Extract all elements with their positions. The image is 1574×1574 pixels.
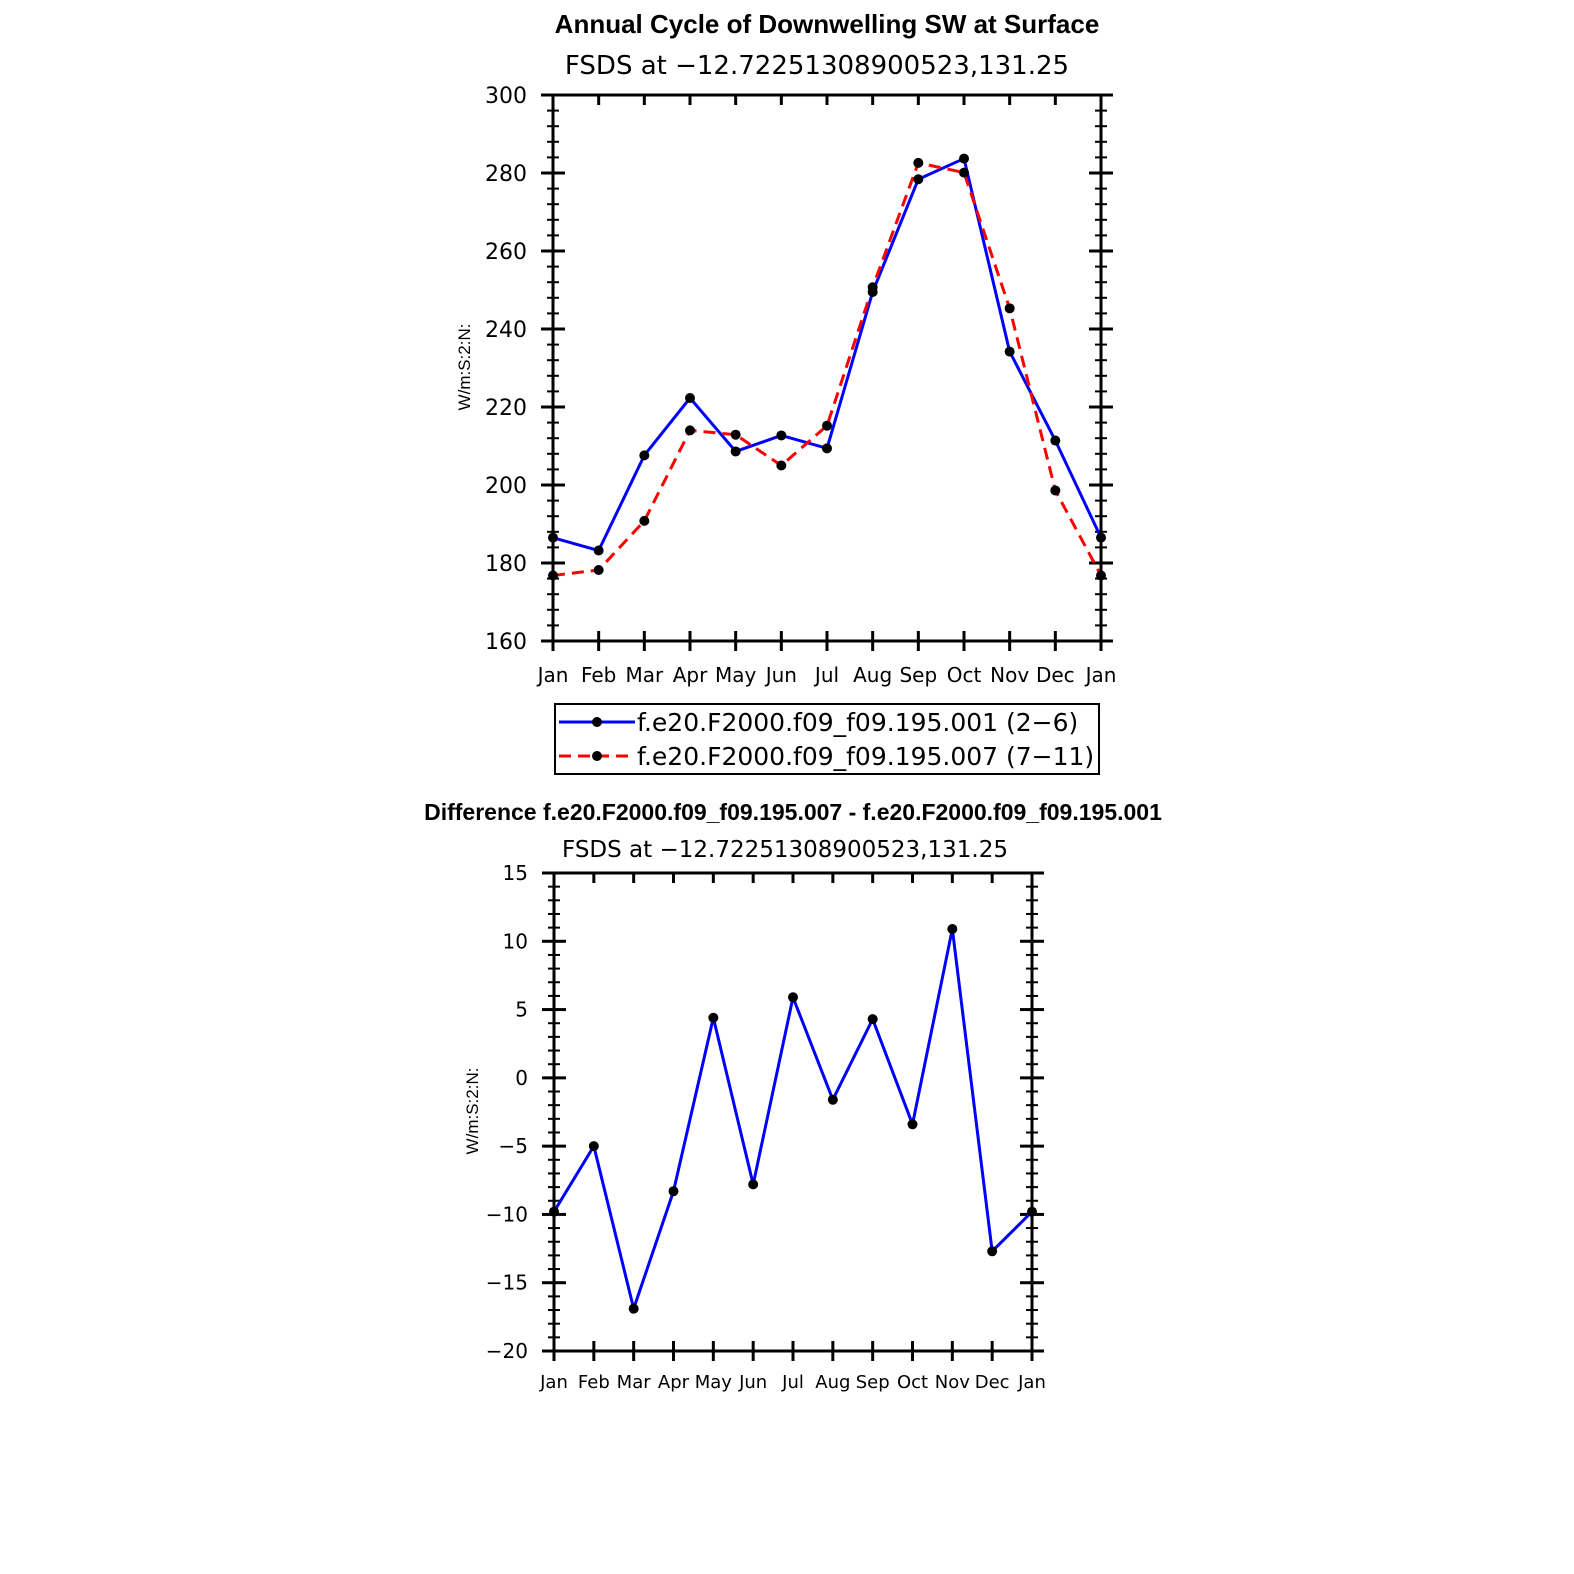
x-tick-label: Oct [947,663,982,687]
y-tick-label: 200 [485,474,527,499]
x-tick-label: Jan [1084,663,1117,687]
data-point-series-2 [593,565,604,576]
plot-frame [552,871,1034,1353]
x-tick-label: May [715,663,757,687]
legend-marker-series-1 [592,717,602,727]
y-tick-label: 0 [515,1066,528,1090]
data-point-series-2 [959,167,969,178]
x-tick-label: Jun [764,663,797,687]
y-tick-label: 15 [503,861,528,885]
x-tick-label: Nov [990,663,1029,687]
data-point-series-1 [822,443,832,454]
x-tick-label: May [695,1372,733,1393]
y-tick-label: −5 [499,1134,528,1158]
x-tick-label: Dec [975,1372,1010,1393]
y-tick-label: 280 [485,162,527,187]
chart-subtitle: FSDS at −12.72251308900523,131.25 [565,51,1069,81]
y-tick-label: −20 [486,1339,528,1363]
y-tick-label: 220 [485,396,527,421]
data-point-series-1 [913,174,924,185]
data-point-series-1 [987,1246,998,1257]
x-tick-label: Feb [578,1372,610,1393]
y-tick-label: 260 [485,240,527,265]
y-tick-label: 160 [485,630,527,655]
legend-marker-series-2 [592,751,602,761]
chart-subtitle: FSDS at −12.72251308900523,131.25 [562,837,1008,863]
y-tick-label: 300 [485,84,527,109]
data-point-series-1 [748,1179,759,1190]
series-layer [549,923,1037,1314]
y-tick-label: 10 [503,929,528,953]
legend: f.e20.F2000.f09_f09.195.001 (2−6) f.e20.… [554,703,1100,775]
x-tick-label: Jan [539,1372,568,1393]
data-point-series-2 [685,425,695,436]
x-tick-label: Oct [897,1372,928,1393]
x-tick-label: Mar [625,663,664,687]
y-axis-label: W/m:S:2:N: [463,1068,482,1155]
data-point-series-1 [827,1094,838,1105]
series-line-1 [552,157,1103,553]
data-point-series-1 [959,153,969,164]
y-axis-label: W/m:S:2:N: [455,324,474,411]
x-tick-label: Sep [899,663,937,687]
series-layer [548,153,1106,581]
data-point-series-1 [708,1012,719,1023]
y-tick-label: 180 [485,552,527,577]
x-tick-label: Jul [813,663,839,687]
data-point-series-2 [1004,303,1015,314]
plot-frame [551,93,1103,643]
legend-frame [554,703,1100,775]
data-point-series-1 [588,1141,599,1152]
legend-label-series-1: f.e20.F2000.f09_f09.195.001 (2−6) [637,708,1078,737]
data-point-series-1 [593,545,604,556]
y-tick-label: 5 [515,998,528,1022]
x-tick-label: Aug [815,1372,850,1393]
x-tick-label: Jul [781,1372,804,1393]
x-tick-label: Jan [536,663,569,687]
x-tick-label: Jun [738,1372,767,1393]
data-point-series-2 [776,460,787,471]
data-point-series-1 [947,923,958,934]
data-point-series-1 [788,992,798,1003]
data-point-series-2 [730,429,741,440]
x-tick-label: Dec [1036,663,1075,687]
chart-title: Annual Cycle of Downwelling SW at Surfac… [555,9,1100,39]
annual-cycle-chart: Annual Cycle of Downwelling SW at Surfac… [455,9,1116,775]
data-point-series-1 [1004,346,1015,357]
data-point-series-2 [1050,485,1061,496]
y-tick-label: 240 [485,318,527,343]
y-tick-label: −10 [486,1202,528,1226]
y-tick-label: −15 [486,1271,528,1295]
data-point-series-1 [639,450,650,461]
data-point-series-1 [685,393,695,404]
x-tick-label: Apr [673,663,708,687]
chart-title: Difference f.e20.F2000.f09_f09.195.007 -… [424,799,1162,825]
legend-label-series-2: f.e20.F2000.f09_f09.195.007 (7−11) [637,742,1094,771]
x-tick-label: Apr [658,1372,690,1393]
axis-ticks: Jan Feb Mar Apr May Jun Jul Aug Sep Oct Nov Dec Jan 1… [485,84,1116,687]
series-line-1 [552,927,1034,1311]
difference-chart: Difference f.e20.F2000.f09_f09.195.007 -… [424,799,1162,1393]
data-point-series-1 [776,430,787,441]
x-tick-label: Mar [617,1372,652,1393]
data-point-series-1 [628,1303,639,1314]
x-tick-label: Feb [581,663,616,687]
data-point-series-2 [867,282,878,293]
data-point-series-1 [867,1014,878,1025]
data-point-series-2 [822,420,832,431]
data-point-series-2 [639,515,650,526]
x-tick-label: Nov [935,1372,970,1393]
data-point-series-1 [668,1186,679,1197]
data-point-series-2 [913,157,924,168]
data-point-series-1 [1050,435,1061,446]
x-tick-label: Aug [853,663,892,687]
data-point-series-1 [730,446,741,457]
x-tick-label: Sep [856,1372,890,1393]
data-point-series-1 [907,1119,918,1130]
x-tick-label: Jan [1017,1372,1046,1393]
